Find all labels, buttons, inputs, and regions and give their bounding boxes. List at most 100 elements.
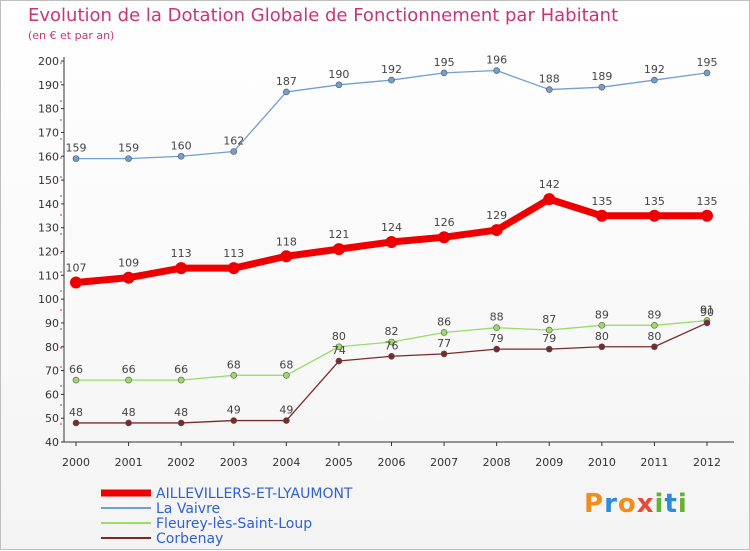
data-label: 159: [118, 142, 139, 155]
x-tick-label: 2012: [693, 456, 721, 469]
x-tick-label: 2004: [272, 456, 300, 469]
series-1: [72, 67, 711, 162]
data-point: [703, 319, 711, 327]
data-label: 66: [122, 363, 136, 376]
y-tick-label: 150: [38, 174, 59, 187]
y-tick-label: 80: [45, 341, 59, 354]
data-label: 159: [66, 142, 87, 155]
x-tick-label: 2011: [640, 456, 668, 469]
data-point: [72, 376, 80, 384]
data-point: [598, 343, 606, 351]
x-tick-label: 2000: [62, 456, 90, 469]
logo-letter: o: [617, 489, 637, 519]
y-tick-label: 70: [45, 365, 59, 378]
logo-letter: x: [636, 489, 655, 519]
data-point: [230, 148, 238, 155]
y-axis-ticks: 40 50 60 70 80 90 100 110 120 130 140 150 160 170 180 1…: [38, 55, 64, 449]
data-point: [335, 357, 343, 365]
logo-letter: i: [654, 489, 665, 519]
data-label: 113: [223, 247, 244, 260]
data-point: [335, 343, 343, 351]
data-point: [388, 352, 395, 360]
x-tick-label: 2003: [220, 456, 248, 469]
data-point: [648, 209, 661, 222]
data-label: 160: [171, 139, 192, 152]
x-tick-label: 2008: [483, 456, 511, 469]
data-point: [490, 224, 503, 237]
data-point: [595, 209, 608, 222]
data-point: [493, 345, 500, 353]
data-point: [227, 262, 240, 275]
series-3: [72, 319, 711, 427]
y-tick-label: 110: [38, 269, 59, 282]
y-tick-label: 50: [45, 412, 59, 425]
y-tick-label: 170: [38, 126, 59, 139]
chart-subtitle: (en € et par an): [28, 29, 115, 42]
x-tick-label: 2005: [325, 456, 353, 469]
legend-label: Corbenay: [156, 531, 223, 547]
data-point: [230, 372, 238, 379]
data-label: 90: [700, 306, 714, 319]
data-label: 89: [647, 308, 661, 321]
data-label: 68: [279, 358, 293, 371]
data-point: [177, 376, 185, 384]
data-label: 187: [276, 75, 297, 88]
data-label: 48: [69, 406, 83, 419]
x-tick-label: 2001: [115, 456, 143, 469]
data-point: [493, 324, 500, 332]
data-point: [440, 329, 448, 336]
data-point: [651, 76, 658, 84]
data-label: 87: [542, 313, 556, 326]
data-label: 118: [276, 235, 297, 248]
data-label: 77: [437, 337, 451, 350]
data-point: [543, 193, 556, 206]
data-label: 135: [644, 195, 665, 208]
y-tick-label: 90: [45, 317, 59, 330]
data-point: [335, 81, 343, 89]
data-label: 48: [174, 406, 188, 419]
data-point: [598, 322, 606, 329]
series-0: [70, 193, 713, 289]
logo-letter: i: [677, 489, 688, 519]
data-point: [283, 372, 290, 379]
legend-label: AILLEVILLERS-ET-LYAUMONT: [156, 486, 353, 502]
data-label: 49: [227, 404, 241, 417]
y-tick-label: 180: [38, 103, 59, 116]
data-point: [283, 417, 290, 424]
data-point: [332, 243, 345, 256]
data-point: [545, 86, 553, 93]
data-label: 121: [328, 228, 349, 241]
data-point: [598, 83, 606, 91]
data-label: 129: [486, 209, 507, 222]
data-label: 88: [490, 311, 504, 324]
data-label: 86: [437, 315, 451, 328]
data-label: 190: [328, 68, 349, 81]
proxiti-logo: Proxiti: [584, 489, 688, 519]
data-label: 79: [490, 332, 504, 345]
data-point: [72, 155, 80, 162]
data-label: 189: [591, 70, 612, 83]
data-point: [388, 76, 395, 84]
data-point: [125, 419, 132, 427]
data-label: 49: [279, 404, 293, 417]
y-tick-label: 190: [38, 79, 59, 92]
data-point: [438, 231, 451, 244]
x-tick-label: 2002: [167, 456, 195, 469]
data-point: [70, 276, 82, 289]
data-label: 48: [122, 406, 136, 419]
data-label: 82: [385, 325, 399, 338]
y-tick-label: 60: [45, 388, 59, 401]
y-tick-label: 100: [38, 293, 59, 306]
data-point: [125, 376, 132, 384]
data-label: 162: [223, 134, 244, 147]
legend-label: La Vaivre: [156, 501, 220, 517]
data-label: 107: [66, 261, 87, 274]
data-point: [703, 69, 711, 77]
data-label: 91: [700, 304, 714, 317]
data-point: [440, 350, 448, 358]
data-point: [385, 235, 398, 248]
data-label: 135: [591, 195, 612, 208]
